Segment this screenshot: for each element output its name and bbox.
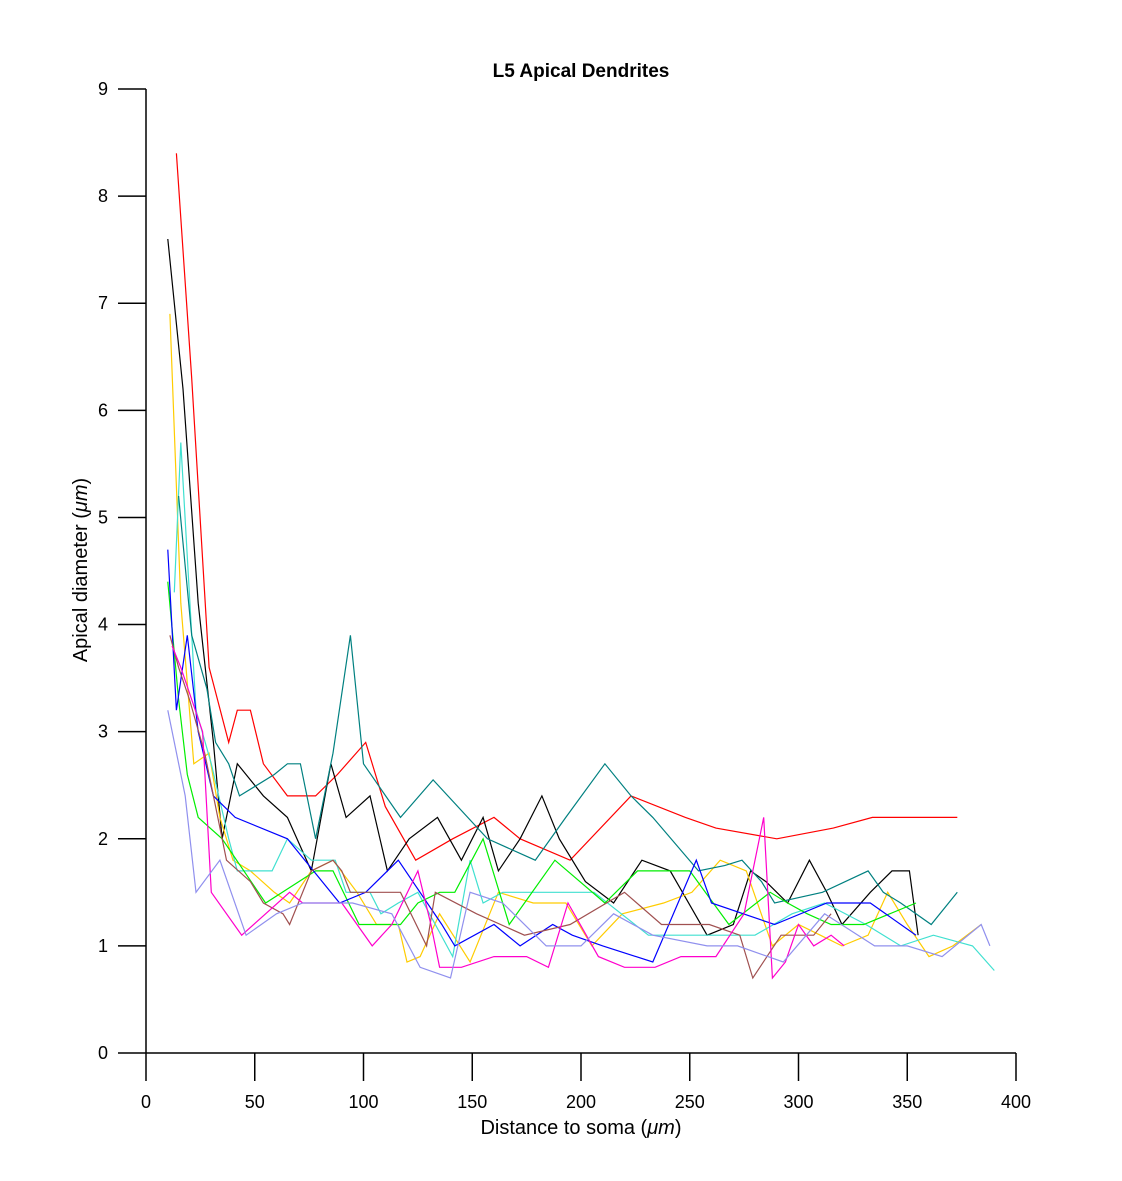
series-line-8 [169,635,832,980]
x-tick-label: 300 [783,1092,813,1112]
series-line-6 [167,581,917,926]
x-tick-label: 0 [141,1092,151,1112]
y-tick-label: 8 [98,186,108,206]
x-axis-title: Distance to soma (μm) [480,1117,681,1139]
x-tick-label: 50 [245,1092,265,1112]
y-tick-label: 9 [98,79,108,99]
x-tick-label: 150 [457,1092,487,1112]
x-tick-label: 400 [1001,1092,1031,1112]
y-tick-label: 1 [98,936,108,956]
x-ticks: 0 50 100 150 200 250 300 350 400 [141,1053,1031,1112]
x-tick-label: 200 [566,1092,596,1112]
x-tick-label: 350 [892,1092,922,1112]
y-tick-label: 4 [98,615,108,635]
y-ticks: 0 1 2 3 4 5 6 7 8 9 [98,79,146,1063]
series-line-2 [167,238,919,936]
y-tick-label: 3 [98,722,108,742]
series-layer [167,153,995,980]
x-tick-label: 250 [675,1092,705,1112]
series-line-10 [167,710,991,979]
y-tick-label: 7 [98,293,108,313]
y-axis-title: Apical diameter (μm) [70,478,92,662]
y-tick-label: 0 [98,1043,108,1063]
y-tick-label: 2 [98,829,108,849]
y-tick-label: 5 [98,507,108,527]
series-line-4 [173,442,995,971]
series-line-1 [175,153,958,862]
series-line-9 [171,645,845,980]
series-line-5 [178,495,958,926]
x-tick-label: 100 [348,1092,378,1112]
axes-layer [145,89,1016,1054]
y-tick-label: 6 [98,400,108,420]
chart-title: L5 Apical Dendrites [493,61,670,82]
